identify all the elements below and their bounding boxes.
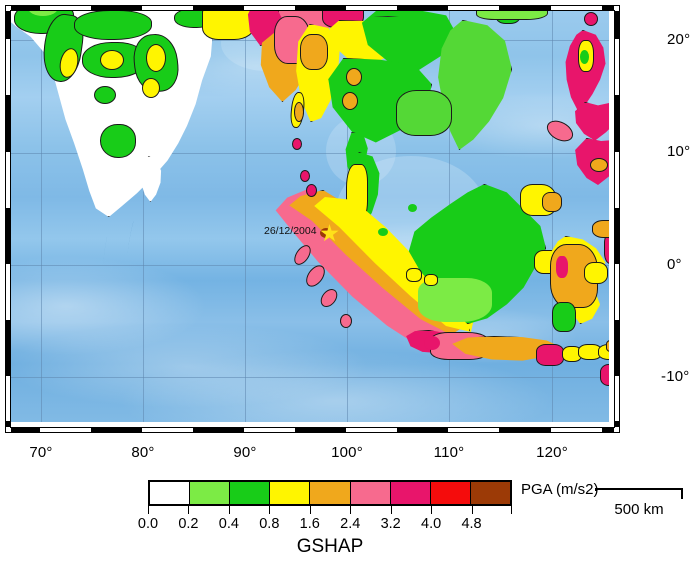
graticule-lon-80: [143, 6, 144, 422]
colorbar-tick-label: 0.2: [178, 516, 199, 532]
hazard-luzon-green-spot: [580, 50, 589, 64]
hazard-nicobar-pink-1: [292, 138, 302, 150]
graticule-lat-10: [6, 153, 609, 154]
colorbar-swatch-2: [229, 482, 270, 504]
colorbar-ticks: [148, 506, 512, 515]
hazard-natuna-green: [408, 204, 417, 212]
colorbar-tick-label: 0.8: [259, 516, 280, 532]
hazard-sabah-orange-tip: [542, 192, 562, 212]
hazard-east-coast-yellow-1: [146, 44, 166, 72]
colorbar-swatch-5: [349, 482, 390, 504]
colorbar-swatch-8: [469, 482, 510, 504]
hazard-java-crimson-spot: [424, 336, 440, 350]
scale-bar-line: [595, 488, 681, 490]
hazard-tamilnadu-green: [100, 124, 136, 158]
colorbar-tick: [269, 506, 271, 514]
colorbar-tick: [471, 506, 473, 514]
lat-tick-label: 20°: [667, 31, 691, 48]
hazard-karnataka-green-small: [94, 86, 116, 104]
scale-bar-tick-right: [681, 488, 683, 499]
colorbar-swatch-4: [309, 482, 350, 504]
hazard-mindanao-orange-spot: [590, 158, 608, 172]
colorbar-tick: [228, 506, 230, 514]
map-frame-border: [5, 5, 620, 433]
hazard-bangladesh-yellow: [202, 6, 256, 40]
map-plot-area: 26/12/2004: [6, 6, 609, 422]
colorbar-tick-label: 0.0: [137, 516, 159, 532]
hazard-east-coast-yellow-2: [142, 78, 160, 98]
hazard-deccan-yellow: [100, 50, 124, 70]
hazard-singapore-green: [378, 228, 388, 236]
colorbar-tick-label: 2.4: [340, 516, 361, 532]
lon-tick-label: 110°: [433, 444, 465, 461]
hazard-sumbawa-yellow: [598, 344, 609, 360]
hazard-thailand-orange-spot-2: [342, 92, 358, 110]
graticule-lon-90: [245, 6, 246, 422]
hazard-belitung-yellow: [424, 274, 438, 286]
colorbar-tick: [148, 506, 149, 514]
colorbar-tick: [309, 506, 311, 514]
hazard-nicobar-pink-2: [300, 170, 310, 182]
colorbar-swatch-7: [429, 482, 470, 504]
epicenter-date-label: 26/12/2004: [264, 225, 317, 237]
colorbar-tick-label: 0.4: [218, 516, 239, 532]
colorbar-unit-label: PGA (m/s2): [521, 481, 599, 498]
hazard-maluku-yellow: [584, 262, 608, 284]
colorbar-tick: [350, 506, 352, 514]
colorbar-swatches: [148, 480, 512, 506]
scale-bar-label: 500 km: [614, 501, 664, 518]
graticule-lat-0: [6, 265, 609, 266]
hazard-enggano-island: [340, 314, 352, 328]
lon-tick-label: 120°: [536, 444, 568, 461]
colorbar-tick-label: 1.6: [299, 516, 320, 532]
hazard-sulawesi-ne-orange: [592, 220, 609, 238]
lon-tick-label: 100°: [331, 444, 363, 461]
colorbar-tick: [188, 506, 190, 514]
lon-tick-label: 90°: [233, 444, 257, 461]
scale-bar-tick-left: [595, 488, 597, 491]
hazard-gujarat-bright: [28, 6, 58, 16]
hazard-sulawesi-green-south: [552, 302, 576, 332]
colorbar-tick-labels: 0.0 0.2 0.4 0.8 1.6 2.4 3.2 4.0 4.8: [138, 515, 512, 535]
colorbar-tick: [431, 506, 433, 514]
colorbar-tick-label: 4.0: [421, 516, 442, 532]
graticule-lon-120: [552, 6, 553, 422]
lat-tick-label: -10°: [661, 368, 690, 385]
colorbar-swatch-0: [150, 482, 190, 504]
scale-bar: 500 km: [595, 488, 683, 522]
colorbar-tick-label: 4.8: [461, 516, 482, 532]
lat-tick-label: 0°: [667, 256, 682, 273]
lat-tick-label: 10°: [667, 143, 691, 160]
hazard-thailand-orange-spot-1: [346, 68, 362, 86]
colorbar-tick-label: 3.2: [380, 516, 401, 532]
graticule-lat--10: [6, 377, 609, 378]
hazard-cambodia-green: [396, 90, 452, 136]
colorbar-swatch-3: [269, 482, 310, 504]
colorbar-swatch-1: [189, 482, 230, 504]
hazard-sulawesi-crimson-spot: [556, 256, 568, 278]
hazard-myanmar-orange-inner: [300, 34, 328, 70]
colorbar-swatch-6: [389, 482, 430, 504]
colorbar-tick: [390, 506, 392, 514]
lon-tick-label: 70°: [29, 444, 53, 461]
graticule-lon-70: [41, 6, 42, 422]
hazard-andaman-orange: [294, 102, 304, 122]
lon-tick-label: 80°: [131, 444, 155, 461]
hazard-nicobar-pink-3: [306, 184, 317, 197]
hazard-luzon-north-tip: [584, 12, 598, 26]
figure-caption: GSHAP: [296, 536, 364, 557]
hazard-bangka-yellow: [406, 268, 422, 282]
colorbar-tick: [511, 506, 512, 514]
pga-colorbar-legend: 0.0 0.2 0.4 0.8 1.6 2.4 3.2 4.0 4.8: [138, 480, 512, 535]
